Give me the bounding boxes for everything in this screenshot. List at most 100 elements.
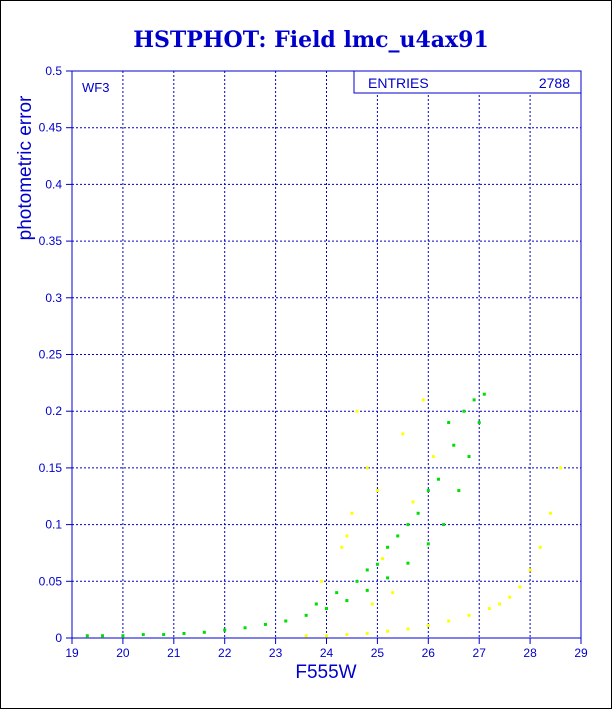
scatter-point-series-1 [477, 421, 481, 425]
y-tick-label: 0.05 [39, 574, 63, 588]
y-tick-label: 0.1 [45, 518, 62, 532]
scatter-point-series-1 [335, 591, 339, 595]
y-tick-label: 0.35 [39, 234, 63, 248]
x-axis-label: F555W [295, 662, 356, 683]
y-tick-label: 0.15 [39, 461, 63, 475]
scatter-point-series-2 [447, 619, 451, 623]
y-tick-label: 0.5 [45, 64, 62, 78]
scatter-point-series-2 [406, 627, 410, 631]
stats-entries-value: 2788 [539, 75, 570, 91]
scatter-point-series-1 [375, 562, 379, 566]
scatter-point-series-1 [386, 576, 390, 580]
scatter-point-series-2 [498, 602, 502, 606]
scatter-point-series-1 [365, 588, 369, 592]
scatter-point-series-2 [508, 595, 512, 599]
scatter-point-series-2 [355, 409, 359, 413]
scatter-point-series-1 [472, 398, 476, 402]
scatter-point-series-1 [284, 619, 288, 623]
scatter-point-series-1 [426, 489, 430, 493]
scatter-point-series-2 [421, 398, 425, 402]
scatter-point-series-1 [386, 545, 390, 549]
scatter-point-series-1 [304, 613, 308, 617]
y-tick-labels: 0 0.05 0.1 0.15 0.2 0.25 0.3 0.35 0.4 0.45 0.5 [39, 64, 63, 645]
panel-label: WF3 [82, 80, 109, 95]
stats-entries-label: ENTRIES [368, 75, 429, 91]
scatter-point-series-2 [431, 455, 435, 459]
scatter-point-series-1 [442, 523, 446, 527]
ticks [66, 70, 582, 644]
scatter-point-series-1 [416, 511, 420, 515]
scatter-point-series-1 [345, 599, 349, 603]
x-tick-label: 23 [269, 646, 283, 660]
scatter-point-series-1 [121, 634, 125, 638]
x-tick-label: 19 [65, 646, 79, 660]
scatter-point-series-1 [436, 477, 440, 481]
scatter-point-series-1 [457, 489, 461, 493]
scatter-point-series-1 [447, 421, 451, 425]
scatter-point-series-2 [538, 545, 542, 549]
scatter-point-series-2 [365, 631, 369, 635]
y-tick-label: 0.4 [45, 177, 62, 191]
x-tick-label: 22 [218, 646, 232, 660]
scatter-point-series-2 [518, 585, 522, 589]
x-tick-label: 28 [523, 646, 537, 660]
scatter-point-series-1 [325, 607, 328, 611]
x-tick-label: 29 [574, 646, 588, 660]
scatter-point-series-2 [548, 511, 552, 515]
scatter-point-series-1 [263, 622, 267, 626]
y-tick-label: 0.2 [45, 404, 62, 418]
x-tick-label: 26 [422, 646, 436, 660]
x-tick-label: 20 [116, 646, 130, 660]
scatter-point-series-1 [141, 633, 145, 637]
scatter-point-series-2 [350, 511, 354, 515]
scatter-point-series-2 [528, 568, 532, 572]
scatter-point-series-2 [559, 466, 563, 470]
x-tick-label: 25 [371, 646, 385, 660]
scatter-point-series-1 [426, 542, 430, 546]
scatter-point-series-1 [355, 579, 359, 583]
scatter-point-series-1 [406, 561, 410, 565]
scatter-point-series-1 [243, 626, 247, 630]
scatter-point-series-2 [391, 591, 395, 595]
scatter-point-series-1 [85, 634, 89, 638]
scatter-point-series-2 [487, 607, 491, 611]
scatter-point-series-2 [411, 500, 415, 504]
scatter-point-series-1 [406, 523, 410, 527]
scatter-point-series-2 [370, 602, 374, 606]
scatter-point-series-1 [202, 630, 206, 634]
scatter-point-series-2 [340, 545, 344, 549]
scatter-point-series-2 [365, 466, 369, 470]
chart-title: HSTPHOT: Field lmc_u4ax91 [133, 27, 489, 53]
scatter-point-series-1 [182, 631, 186, 635]
scatter-point-series-2 [345, 633, 349, 637]
stats-box [353, 70, 582, 94]
scatter-point-series-1 [462, 409, 466, 413]
x-tick-label: 24 [320, 646, 334, 660]
scatter-point-series-2 [375, 489, 379, 493]
scatter-points [85, 392, 563, 638]
x-tick-label: 21 [167, 646, 181, 660]
scatter-point-series-2 [386, 629, 390, 633]
scatter-point-series-2 [426, 624, 430, 628]
scatter-point-series-1 [396, 534, 400, 538]
scatter-point-series-1 [452, 443, 456, 447]
scatter-point-series-2 [319, 579, 323, 583]
scatter-point-series-1 [223, 628, 227, 632]
y-axis-label: photometric error [15, 95, 36, 240]
y-tick-label: 0 [55, 631, 62, 645]
y-tick-label: 0.25 [39, 348, 63, 362]
scatter-point-series-2 [304, 634, 308, 638]
scatter-point-series-2 [325, 634, 328, 638]
x-tick-label: 27 [473, 646, 487, 660]
scatter-point-series-1 [162, 633, 166, 637]
scatter-point-series-2 [380, 557, 384, 561]
scatter-point-series-2 [345, 534, 349, 538]
x-tick-labels: 19 20 21 22 23 24 25 26 27 28 29 [65, 646, 588, 660]
scatter-point-series-2 [401, 432, 405, 436]
scatter-point-series-1 [365, 568, 369, 572]
scatter-point-series-1 [482, 392, 486, 396]
scatter-point-series-1 [314, 602, 318, 606]
scatter-point-series-1 [101, 634, 105, 638]
y-tick-label: 0.3 [45, 291, 62, 305]
